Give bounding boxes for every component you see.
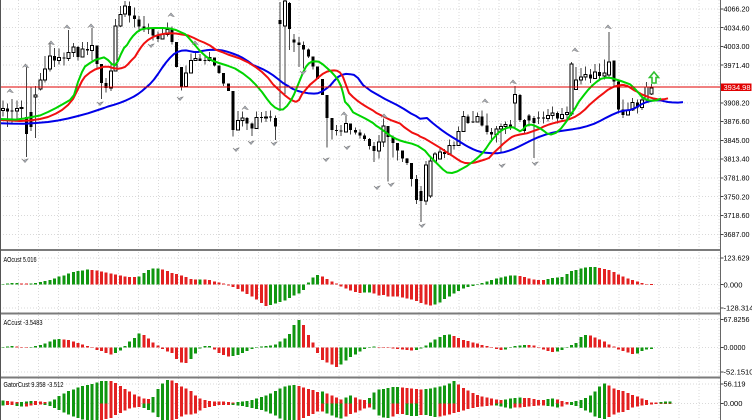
svg-text:0.000: 0.000: [724, 401, 743, 408]
svg-text:3781.80: 3781.80: [724, 176, 750, 183]
svg-text:3876.60: 3876.60: [724, 119, 750, 126]
svg-text:4003.00: 4003.00: [724, 44, 750, 51]
svg-text:3750.20: 3750.20: [724, 194, 750, 201]
svg-text:-52.1510: -52.1510: [724, 370, 752, 377]
svg-text:67.8256: 67.8256: [724, 317, 750, 324]
svg-text:3934.98: 3934.98: [724, 83, 751, 92]
svg-text:AOcust 5.016: AOcust 5.016: [4, 257, 37, 264]
svg-text:-128.314: -128.314: [724, 305, 752, 312]
svg-text:3908.20: 3908.20: [724, 100, 750, 107]
svg-text:56.119: 56.119: [724, 381, 746, 388]
svg-text:3845.00: 3845.00: [724, 138, 750, 145]
svg-text:0.0000: 0.0000: [724, 345, 746, 352]
svg-text:0.000: 0.000: [724, 282, 743, 289]
svg-text:3718.60: 3718.60: [724, 213, 750, 220]
svg-text:123.629: 123.629: [724, 256, 750, 263]
svg-text:GatorCust 9.358 -3.512: GatorCust 9.358 -3.512: [4, 382, 64, 389]
svg-text:4066.20: 4066.20: [724, 7, 750, 14]
svg-text:3687.00: 3687.00: [724, 232, 750, 239]
svg-text:4034.60: 4034.60: [724, 25, 750, 32]
svg-text:ACcust -3.5483: ACcust -3.5483: [4, 320, 43, 327]
svg-text:3813.40: 3813.40: [724, 157, 750, 164]
svg-text:3971.40: 3971.40: [724, 63, 750, 70]
